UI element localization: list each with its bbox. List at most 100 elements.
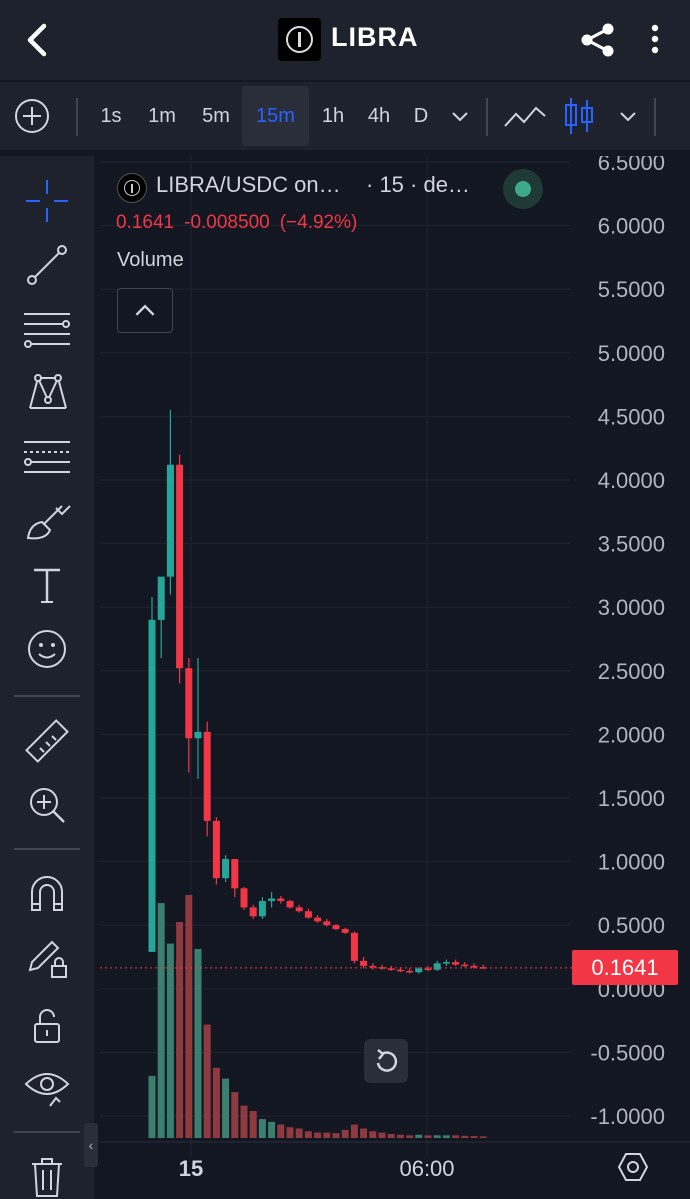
volume-bar [470,1136,478,1138]
candle-body [350,932,358,961]
chevron-down-icon[interactable] [616,104,640,128]
volume-bar [304,1131,312,1138]
emoji-icon[interactable] [20,622,74,676]
back-icon[interactable] [18,20,58,60]
market-status-indicator [503,169,543,209]
candle-body [341,929,349,933]
legend-resolution: · 15 · de… [366,172,470,197]
candlestick-icon[interactable] [562,94,596,138]
horizontal-lines-icon[interactable] [20,302,74,356]
chart-pane[interactable]: 6.5000 6.0000 5.5000 5.0000 4.5000 4.0000 3.50… [100,156,690,1199]
candle-body [258,901,266,917]
y-tick-label: 4.5000 [598,404,665,429]
candle-body [268,898,276,902]
volume-bar [406,1135,414,1138]
reset-chart-icon[interactable] [364,1039,408,1083]
volume-bar [194,949,202,1138]
lock-icon[interactable] [20,998,74,1052]
eye-icon[interactable] [20,1060,74,1114]
trend-line-icon[interactable] [20,238,74,292]
volume-bar [240,1105,248,1138]
last-price-tag: 0.1641 [572,950,678,985]
toolbar-divider [654,98,656,136]
zoom-in-icon[interactable] [20,778,74,832]
volume-bar [222,1078,230,1138]
legend-symbol[interactable]: LIBRA/USDC on… [156,172,341,197]
y-tick-label: -0.5000 [590,1040,665,1065]
candle-body [286,901,294,908]
y-tick-label: 1.5000 [598,786,665,811]
candle-body [387,968,395,970]
top-bar: LIBRA [0,0,690,80]
lock-drawing-icon[interactable] [20,930,74,984]
token-logo [278,18,321,61]
candle-body [185,668,193,739]
y-tick-label: 6.5000 [598,156,665,175]
chevron-down-icon[interactable] [448,104,472,128]
volume-bar [203,1024,211,1138]
vertical-dots-icon[interactable] [640,20,670,60]
x-tick-label: 15 [179,1156,203,1181]
interval-15m[interactable]: 15m [242,86,309,146]
candle-body [157,576,165,620]
y-tick-label: 0.5000 [598,913,665,938]
volume-bar [461,1135,469,1138]
fib-icon[interactable] [20,430,74,484]
interval-toolbar: 1s 1m 5m 15m 1h 4h D [0,82,690,150]
text-icon[interactable] [20,558,74,612]
brush-icon[interactable] [20,494,74,548]
volume-study-label[interactable]: Volume [117,249,184,271]
interval-1m[interactable]: 1m [148,105,176,127]
collapse-toolbar-handle[interactable]: ‹ [84,1123,98,1167]
interval-1h[interactable]: 1h [321,105,345,127]
volume-bar [415,1134,423,1138]
volume-bar [433,1135,441,1138]
line-chart-icon[interactable] [502,96,548,136]
plus-circle-icon[interactable] [14,98,50,134]
candle-body [332,925,340,930]
price-chart[interactable]: 6.5000 6.0000 5.5000 5.0000 4.5000 4.0000 3.50… [100,156,690,1199]
candle-body [424,968,432,970]
volume-bar [387,1133,395,1138]
trash-icon[interactable] [20,1150,74,1199]
volume-bar [249,1111,257,1138]
volume-bar [258,1119,266,1138]
y-tick-label: -1.0000 [590,1104,665,1129]
settings-icon[interactable] [616,1150,650,1184]
chevron-up-icon[interactable] [117,288,173,333]
volume-bar [396,1134,404,1138]
candle-body [479,967,487,969]
crosshair-icon[interactable] [20,174,74,228]
interval-1s[interactable]: 1s [100,105,122,127]
volume-bar [350,1124,358,1138]
candle-body [203,731,211,821]
legend-values: 0.1641 -0.008500 (−4.92%) [116,212,367,234]
pattern-icon[interactable] [20,366,74,420]
candle-body [396,969,404,972]
volume-bar [360,1128,368,1138]
legend-change-percent: (−4.92%) [279,212,358,233]
y-tick-label: 4.0000 [598,468,665,493]
candle-body [194,731,202,739]
candle-body [148,619,156,952]
interval-d[interactable]: D [413,105,429,127]
volume-bar [332,1133,340,1138]
legend-last-price: 0.1641 [116,212,175,233]
candle-body [277,898,285,902]
candle-body [304,911,312,918]
candle-body [240,888,248,908]
volume-bar [314,1132,322,1138]
volume-bar [148,1075,156,1138]
volume-bar [442,1135,450,1138]
interval-4h[interactable]: 4h [367,105,391,127]
legend-change: -0.008500 [184,212,270,233]
ruler-icon[interactable] [20,714,74,768]
volume-bar [341,1129,349,1138]
share-icon[interactable] [578,20,618,60]
volume-bar [424,1135,432,1138]
page-title: LIBRA [331,22,419,52]
interval-5m[interactable]: 5m [202,105,230,127]
volume-bar [479,1136,487,1138]
volume-bar [378,1132,386,1138]
magnet-icon[interactable] [20,866,74,920]
